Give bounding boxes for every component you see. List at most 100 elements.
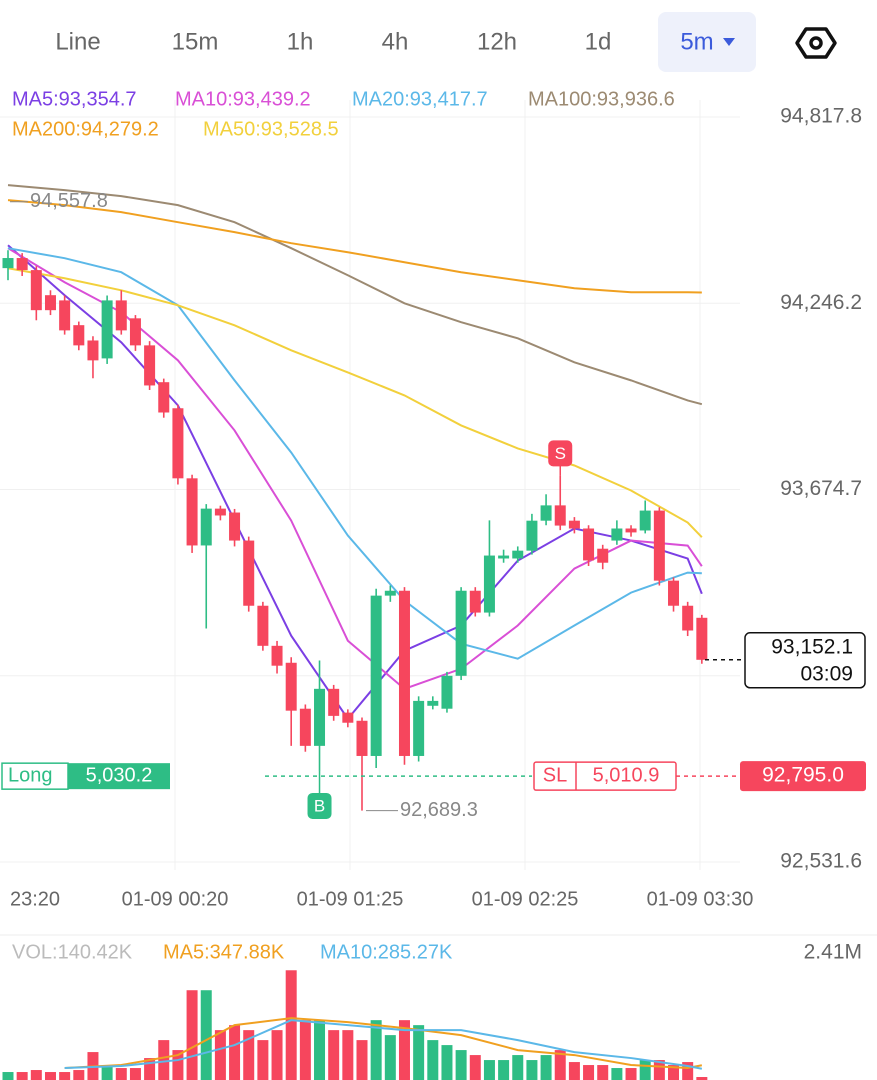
legend-entry: MA20:93,417.7 bbox=[352, 88, 488, 110]
volume-bar bbox=[653, 1060, 665, 1080]
volume-bar bbox=[115, 1068, 127, 1080]
legend-entry: MA50:93,528.5 bbox=[203, 118, 339, 140]
selected-tab[interactable]: 5m bbox=[680, 28, 713, 55]
candle-body bbox=[144, 345, 156, 386]
volume-bar bbox=[59, 1072, 71, 1080]
candle-body bbox=[101, 300, 113, 359]
candle-body bbox=[115, 300, 127, 331]
candle-body bbox=[498, 555, 510, 559]
selected-tab-bg[interactable] bbox=[658, 12, 756, 72]
candle-body bbox=[682, 605, 694, 631]
current-price: 93,152.1 bbox=[771, 635, 853, 658]
x-tick-label: 01-09 00:20 bbox=[122, 888, 229, 910]
candle-body bbox=[384, 590, 396, 596]
tab[interactable]: Line bbox=[55, 28, 100, 55]
candle-body bbox=[639, 510, 651, 531]
long-tag bbox=[1, 762, 69, 790]
candle-body bbox=[342, 712, 354, 723]
volume-bar bbox=[101, 1065, 113, 1080]
volume-bar bbox=[16, 1072, 28, 1080]
volume-bar bbox=[455, 1050, 467, 1080]
candle-body bbox=[299, 708, 311, 746]
candle-body bbox=[87, 340, 99, 361]
volume-bar bbox=[285, 970, 297, 1080]
volume-bar bbox=[568, 1062, 580, 1080]
volume-bar bbox=[299, 1020, 311, 1080]
legend-entry: MA10:93,439.2 bbox=[175, 88, 311, 110]
sl-tag bbox=[533, 761, 677, 791]
candle-body bbox=[186, 478, 198, 546]
candle-body bbox=[257, 605, 269, 646]
volume-bar bbox=[271, 1030, 283, 1080]
candle-body bbox=[554, 505, 566, 526]
dropdown-arrow[interactable] bbox=[723, 38, 735, 46]
candle-body bbox=[73, 325, 85, 346]
candle-body bbox=[696, 617, 708, 660]
candle-body bbox=[16, 258, 28, 271]
tab[interactable]: 12h bbox=[477, 28, 517, 55]
candle-body bbox=[214, 508, 226, 516]
candle-body bbox=[229, 512, 241, 541]
volume-bar bbox=[356, 1040, 368, 1080]
volume-legend: MA10:285.27K bbox=[320, 941, 453, 963]
position-price: 92,795.0 bbox=[762, 764, 844, 787]
candle-body bbox=[540, 505, 552, 521]
volume-legend: MA5:347.88K bbox=[163, 941, 285, 963]
position-price-bg bbox=[740, 761, 866, 792]
volume-bar bbox=[44, 1072, 56, 1080]
candle-body bbox=[243, 540, 255, 606]
volume-bar bbox=[625, 1068, 637, 1080]
volume-bar bbox=[483, 1060, 495, 1080]
marker-badge bbox=[307, 792, 332, 819]
long-pnl-bg bbox=[68, 763, 170, 790]
volume-bar bbox=[172, 1050, 184, 1080]
tab[interactable]: 15m bbox=[172, 28, 219, 55]
candle-body bbox=[158, 382, 170, 413]
candle-body bbox=[668, 580, 680, 606]
volume-bar bbox=[129, 1068, 141, 1080]
ma-line bbox=[7, 184, 703, 406]
y-tick-label: 94,246.2 bbox=[780, 291, 862, 314]
candle-body bbox=[653, 510, 665, 581]
candle-body bbox=[413, 700, 425, 756]
tab[interactable]: 1d bbox=[585, 28, 612, 55]
candle-body bbox=[611, 528, 623, 541]
volume-bar bbox=[314, 1020, 326, 1080]
candle-body bbox=[597, 548, 609, 563]
long-side: Long bbox=[8, 764, 53, 786]
volume-bar bbox=[398, 1020, 410, 1080]
volume-bar bbox=[583, 1065, 595, 1080]
candle-body bbox=[356, 720, 368, 756]
sl-pnl: 5,010.9 bbox=[593, 764, 660, 786]
candle-body bbox=[172, 408, 184, 479]
volume-bar bbox=[597, 1065, 609, 1080]
x-tick-label: 23:20 bbox=[10, 888, 60, 910]
candle-body bbox=[427, 700, 439, 706]
long-pnl: 5,030.2 bbox=[86, 764, 153, 786]
settings-dot bbox=[809, 36, 823, 50]
candle-body bbox=[625, 528, 637, 533]
volume-bar bbox=[469, 1055, 481, 1080]
x-tick-label: 01-09 02:25 bbox=[472, 888, 579, 910]
candle-body bbox=[328, 688, 340, 716]
candle-body bbox=[200, 508, 212, 546]
candle-body bbox=[129, 318, 141, 346]
volume-bar bbox=[229, 1025, 241, 1080]
volume-bar bbox=[214, 1030, 226, 1080]
volume-bar bbox=[342, 1030, 354, 1080]
volume-bar bbox=[696, 1077, 708, 1080]
settings-icon[interactable] bbox=[795, 27, 837, 59]
ma-line bbox=[7, 199, 702, 294]
marker-text: S bbox=[555, 444, 566, 463]
volume-bar bbox=[370, 1020, 382, 1080]
candle-body bbox=[512, 550, 524, 559]
volume-bar bbox=[328, 1030, 340, 1080]
y-tick-label: 94,817.8 bbox=[780, 105, 862, 128]
volume-bar bbox=[512, 1055, 524, 1080]
candle-body bbox=[483, 555, 495, 613]
tab[interactable]: 1h bbox=[287, 28, 314, 55]
volume-tick-label: 2.41M bbox=[804, 941, 862, 964]
volume-bar bbox=[186, 990, 198, 1080]
tab[interactable]: 4h bbox=[382, 28, 409, 55]
volume-bar bbox=[668, 1065, 680, 1080]
